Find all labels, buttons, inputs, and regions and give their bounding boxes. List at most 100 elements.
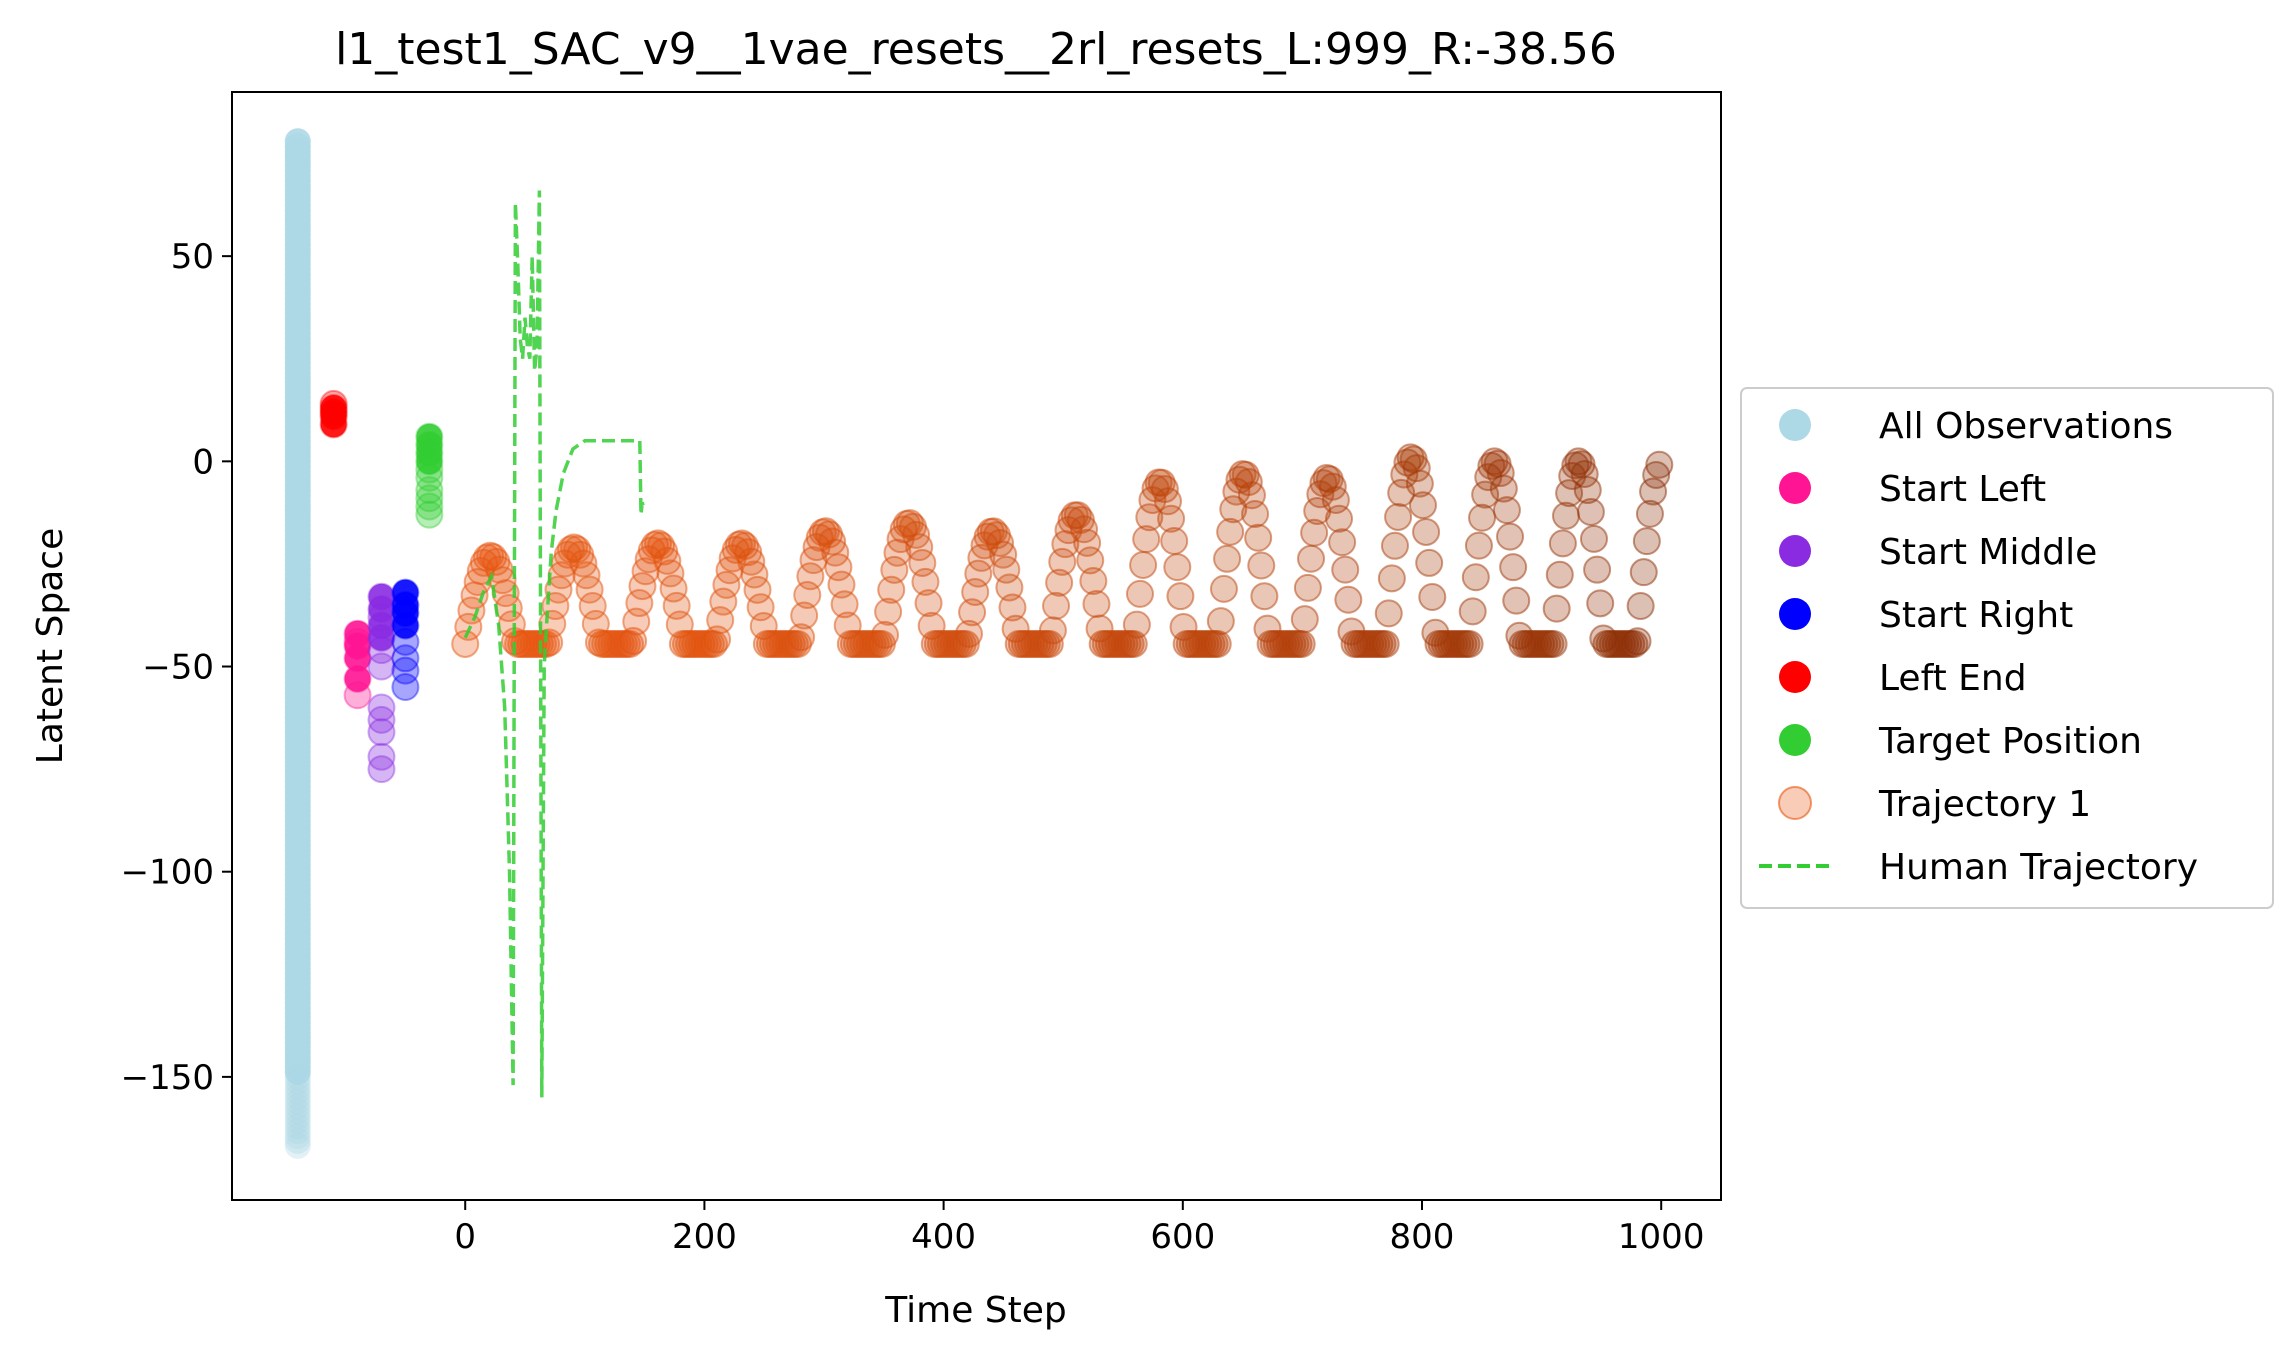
x-tick-label: 400 <box>911 1217 976 1257</box>
point-trajectory-1 <box>874 597 903 626</box>
point-trajectory-1 <box>1496 522 1525 551</box>
point-all-observations <box>284 1068 311 1095</box>
legend-marker-start-middle <box>1779 535 1811 567</box>
x-tick-label: 800 <box>1390 1217 1455 1257</box>
point-trajectory-1 <box>743 575 772 604</box>
point-trajectory-1 <box>871 620 900 649</box>
point-trajectory-1 <box>1384 502 1413 531</box>
point-trajectory-1 <box>1132 525 1161 554</box>
point-trajectory-1 <box>1412 517 1441 546</box>
point-all-observations <box>284 1108 311 1135</box>
point-trajectory-1 <box>1135 503 1164 532</box>
point-trajectory-1 <box>1045 568 1074 597</box>
point-start-middle <box>367 652 396 681</box>
x-axis-label: Time Step <box>884 1290 1067 1331</box>
point-all-observations <box>284 1132 311 1159</box>
point-all-observations <box>284 1063 311 1090</box>
series-start-middle <box>367 582 396 784</box>
point-all-observations <box>284 1127 311 1154</box>
point-all-observations <box>284 1118 311 1145</box>
point-target-position <box>415 455 444 484</box>
point-trajectory-1 <box>824 553 853 582</box>
point-trajectory-1 <box>1499 553 1528 582</box>
point-start-right <box>391 627 420 656</box>
point-trajectory-1 <box>578 592 607 621</box>
point-trajectory-1 <box>1250 582 1279 611</box>
point-trajectory-1 <box>1042 591 1071 620</box>
point-trajectory-1 <box>1458 597 1487 626</box>
point-trajectory-1 <box>451 629 480 658</box>
point-all-observations <box>284 1078 311 1105</box>
x-tick-label: 0 <box>454 1217 476 1257</box>
point-start-left <box>343 681 372 710</box>
point-trajectory-1 <box>1331 555 1360 584</box>
point-trajectory-1 <box>1079 566 1108 595</box>
point-trajectory-1 <box>1325 504 1354 533</box>
point-target-position <box>415 476 444 505</box>
legend-marker-trajectory-1 <box>1778 786 1812 820</box>
point-start-left <box>343 627 372 656</box>
legend-label-start-left: Start Left <box>1879 469 2046 510</box>
point-trajectory-1 <box>1579 524 1608 553</box>
point-trajectory-1 <box>1328 528 1357 557</box>
point-trajectory-1 <box>1489 474 1518 503</box>
point-left-end <box>319 389 348 418</box>
point-trajectory-1 <box>1160 526 1189 555</box>
point-trajectory-1 <box>1468 503 1497 532</box>
x-axis: 0 200 400 600 800 1000 <box>454 1200 1704 1257</box>
point-target-position <box>415 447 444 476</box>
point-start-middle <box>367 718 396 747</box>
y-axis-label: Latent Space <box>30 528 71 764</box>
point-trajectory-1 <box>954 619 983 648</box>
point-trajectory-1 <box>625 589 654 618</box>
point-all-observations <box>284 1103 311 1130</box>
point-start-middle <box>367 623 396 652</box>
point-start-right <box>391 611 420 640</box>
point-all-observations <box>284 1058 311 1085</box>
point-trajectory-1 <box>951 629 980 658</box>
y-axis: 50 0 −50 −100 −150 <box>121 237 232 1098</box>
point-trajectory-1 <box>911 567 940 596</box>
plot-area <box>284 128 1674 1159</box>
point-target-position <box>415 484 444 513</box>
point-all-observations <box>284 1098 311 1125</box>
point-trajectory-1 <box>1293 573 1322 602</box>
series-trajectory-1 <box>451 443 1674 658</box>
point-trajectory-1 <box>1576 497 1605 526</box>
point-trajectory-1 <box>1545 560 1574 589</box>
series-start-left <box>343 619 372 710</box>
point-trajectory-1 <box>1635 499 1664 528</box>
point-all-observations <box>284 1093 311 1120</box>
point-trajectory-1 <box>1629 558 1658 587</box>
point-trajectory-1 <box>914 589 943 618</box>
point-start-middle <box>367 603 396 632</box>
point-trajectory-1 <box>1405 469 1434 498</box>
x-tick-label: 600 <box>1150 1217 1215 1257</box>
point-all-observations <box>284 1113 311 1140</box>
point-start-middle <box>367 705 396 734</box>
point-trajectory-1 <box>1626 591 1655 620</box>
point-trajectory-1 <box>1129 551 1158 580</box>
point-start-middle <box>367 742 396 771</box>
y-tick-label: 0 <box>192 442 214 482</box>
point-trajectory-1 <box>1219 495 1248 524</box>
legend-marker-start-left <box>1779 472 1811 504</box>
point-trajectory-1 <box>880 555 909 584</box>
series-start-right <box>391 578 420 702</box>
point-trajectory-1 <box>1415 548 1444 577</box>
point-trajectory-1 <box>1642 460 1671 489</box>
point-trajectory-1 <box>790 601 819 630</box>
point-trajectory-1 <box>1300 518 1329 547</box>
point-trajectory-1 <box>1070 515 1099 544</box>
y-tick-label: −100 <box>121 853 214 893</box>
x-tick-label: 200 <box>672 1217 737 1257</box>
legend-marker-target-position <box>1779 724 1811 756</box>
point-trajectory-1 <box>1583 555 1612 584</box>
point-trajectory-1 <box>1418 582 1447 611</box>
plot-frame <box>231 91 1722 1201</box>
point-trajectory-1 <box>1380 531 1409 560</box>
point-trajectory-1 <box>1334 585 1363 614</box>
point-trajectory-1 <box>1632 527 1661 556</box>
point-trajectory-1 <box>1573 476 1602 505</box>
point-start-right <box>391 673 420 702</box>
